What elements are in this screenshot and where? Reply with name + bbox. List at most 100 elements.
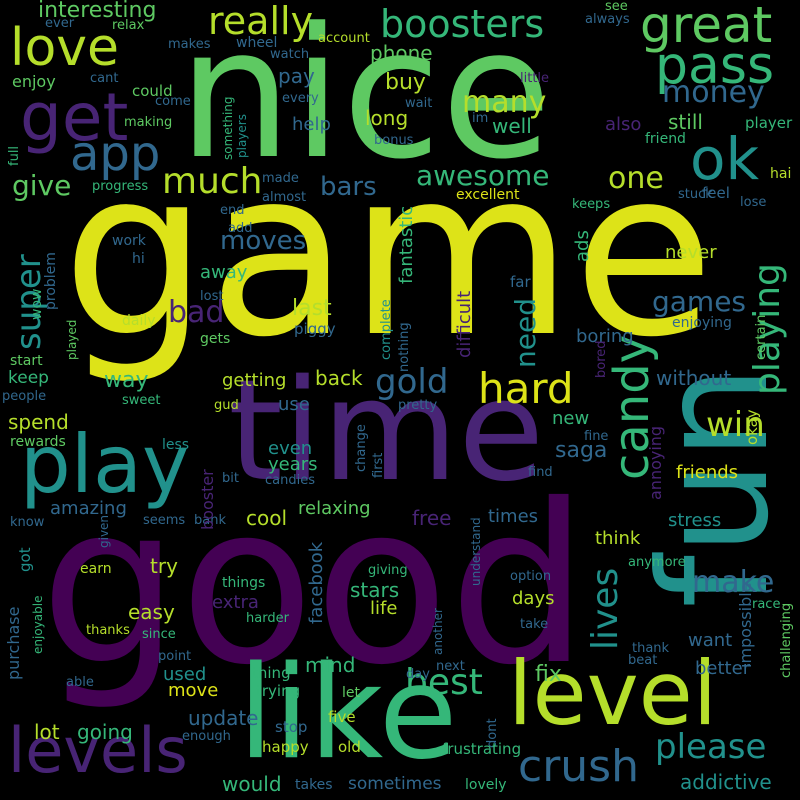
word-one: one: [608, 161, 664, 196]
word-money: money: [662, 75, 765, 110]
word-excellent: excellent: [456, 187, 520, 203]
word-another: another: [431, 608, 445, 655]
word-lose: lose: [740, 195, 767, 210]
word-nice: nice: [178, 0, 552, 199]
word-certain: certain: [754, 314, 769, 360]
word-hi: hi: [132, 251, 145, 267]
word-change: change: [354, 424, 369, 472]
word-play: play: [20, 418, 190, 511]
word-cant: cant: [90, 71, 119, 86]
word-bank: bank: [194, 513, 226, 528]
word-way: way: [104, 368, 149, 393]
word-could: could: [132, 82, 173, 100]
word-hai: hai: [770, 166, 792, 182]
word-people: people: [2, 389, 47, 404]
word-purchase: purchase: [4, 606, 23, 680]
word-earn: earn: [80, 561, 112, 577]
word-full: full: [7, 145, 22, 166]
word-come: come: [155, 94, 191, 109]
word-used: used: [163, 664, 207, 685]
word-five: five: [328, 708, 356, 726]
word-bit: bit: [222, 471, 239, 486]
word-love: love: [10, 18, 120, 78]
word-pretty: pretty: [398, 398, 438, 413]
word-first: first: [371, 452, 386, 478]
word-old: old: [338, 738, 361, 756]
word-level: level: [508, 642, 718, 745]
word-new: new: [552, 408, 590, 429]
word-really: really: [208, 0, 314, 43]
word-ok: ok: [690, 125, 760, 193]
word-enough: enough: [182, 729, 231, 744]
word-made: made: [262, 171, 299, 186]
word-given: given: [97, 514, 111, 548]
word-feel: feel: [702, 184, 730, 202]
word-harder: harder: [246, 611, 289, 626]
word-something: something: [221, 96, 235, 160]
word-make: make: [692, 565, 775, 600]
word-making: making: [124, 115, 173, 130]
word-find: find: [528, 465, 553, 480]
word-cool: cool: [246, 506, 288, 530]
word-back: back: [315, 366, 363, 390]
word-players: players: [235, 114, 249, 158]
word-free: free: [412, 506, 452, 530]
word-spend: spend: [8, 410, 69, 434]
word-buy: buy: [385, 70, 426, 95]
word-friends: friends: [676, 462, 739, 483]
word-facebook: facebook: [306, 541, 327, 624]
word-giving: giving: [368, 563, 408, 578]
word-interesting: interesting: [38, 0, 157, 23]
word-also: also: [605, 114, 642, 135]
word-fine: fine: [584, 429, 609, 444]
word-enjoy: enjoy: [12, 72, 56, 91]
word-nothing: nothing: [397, 322, 412, 372]
word-pay: pay: [278, 64, 315, 88]
word-see: see: [605, 0, 628, 14]
word-years: years: [268, 454, 318, 475]
word-player: player: [745, 114, 793, 132]
word-almost: almost: [262, 190, 307, 205]
word-like: like: [238, 639, 458, 788]
word-lost: lost: [200, 289, 224, 304]
word-stop: stop: [275, 718, 308, 736]
word-games: games: [652, 285, 747, 318]
word-start: start: [10, 353, 43, 369]
word-impossible: impossible: [736, 582, 755, 668]
word-saga: saga: [555, 438, 608, 463]
word-please: please: [655, 727, 767, 767]
word-update: update: [188, 706, 259, 730]
word-would: would: [222, 772, 282, 796]
word-times: times: [488, 506, 539, 527]
word-away: away: [200, 262, 248, 283]
word-stress: stress: [668, 510, 722, 531]
word-lot: lot: [34, 720, 60, 744]
word-happy: happy: [262, 738, 309, 756]
word-add: add: [228, 221, 253, 236]
word-things: things: [222, 575, 266, 591]
word-since: since: [142, 627, 176, 642]
word-hard: hard: [478, 364, 574, 413]
word-race: race: [752, 597, 781, 612]
word-lovely: lovely: [465, 777, 507, 793]
word-difficult: difficult: [454, 290, 475, 358]
word-last: last: [292, 296, 332, 321]
word-option: option: [510, 569, 552, 584]
word-app: app: [70, 126, 161, 182]
word-bored: bored: [594, 340, 609, 378]
word-watch: watch: [270, 47, 310, 62]
word-booster: booster: [198, 469, 217, 530]
word-pass: pass: [655, 36, 775, 96]
word-little: little: [520, 71, 550, 86]
word-thing: thing: [252, 664, 291, 682]
word-gets: gets: [200, 331, 231, 347]
word-give: give: [12, 169, 72, 202]
word-sometimes: sometimes: [348, 774, 442, 794]
word-get: get: [20, 79, 129, 156]
word-sweet: sweet: [122, 393, 161, 408]
word-try: try: [150, 554, 178, 578]
word-take: take: [520, 617, 549, 632]
word-seems: seems: [143, 513, 186, 528]
word-anymore: anymore: [628, 555, 686, 570]
word-time: time: [228, 350, 545, 513]
